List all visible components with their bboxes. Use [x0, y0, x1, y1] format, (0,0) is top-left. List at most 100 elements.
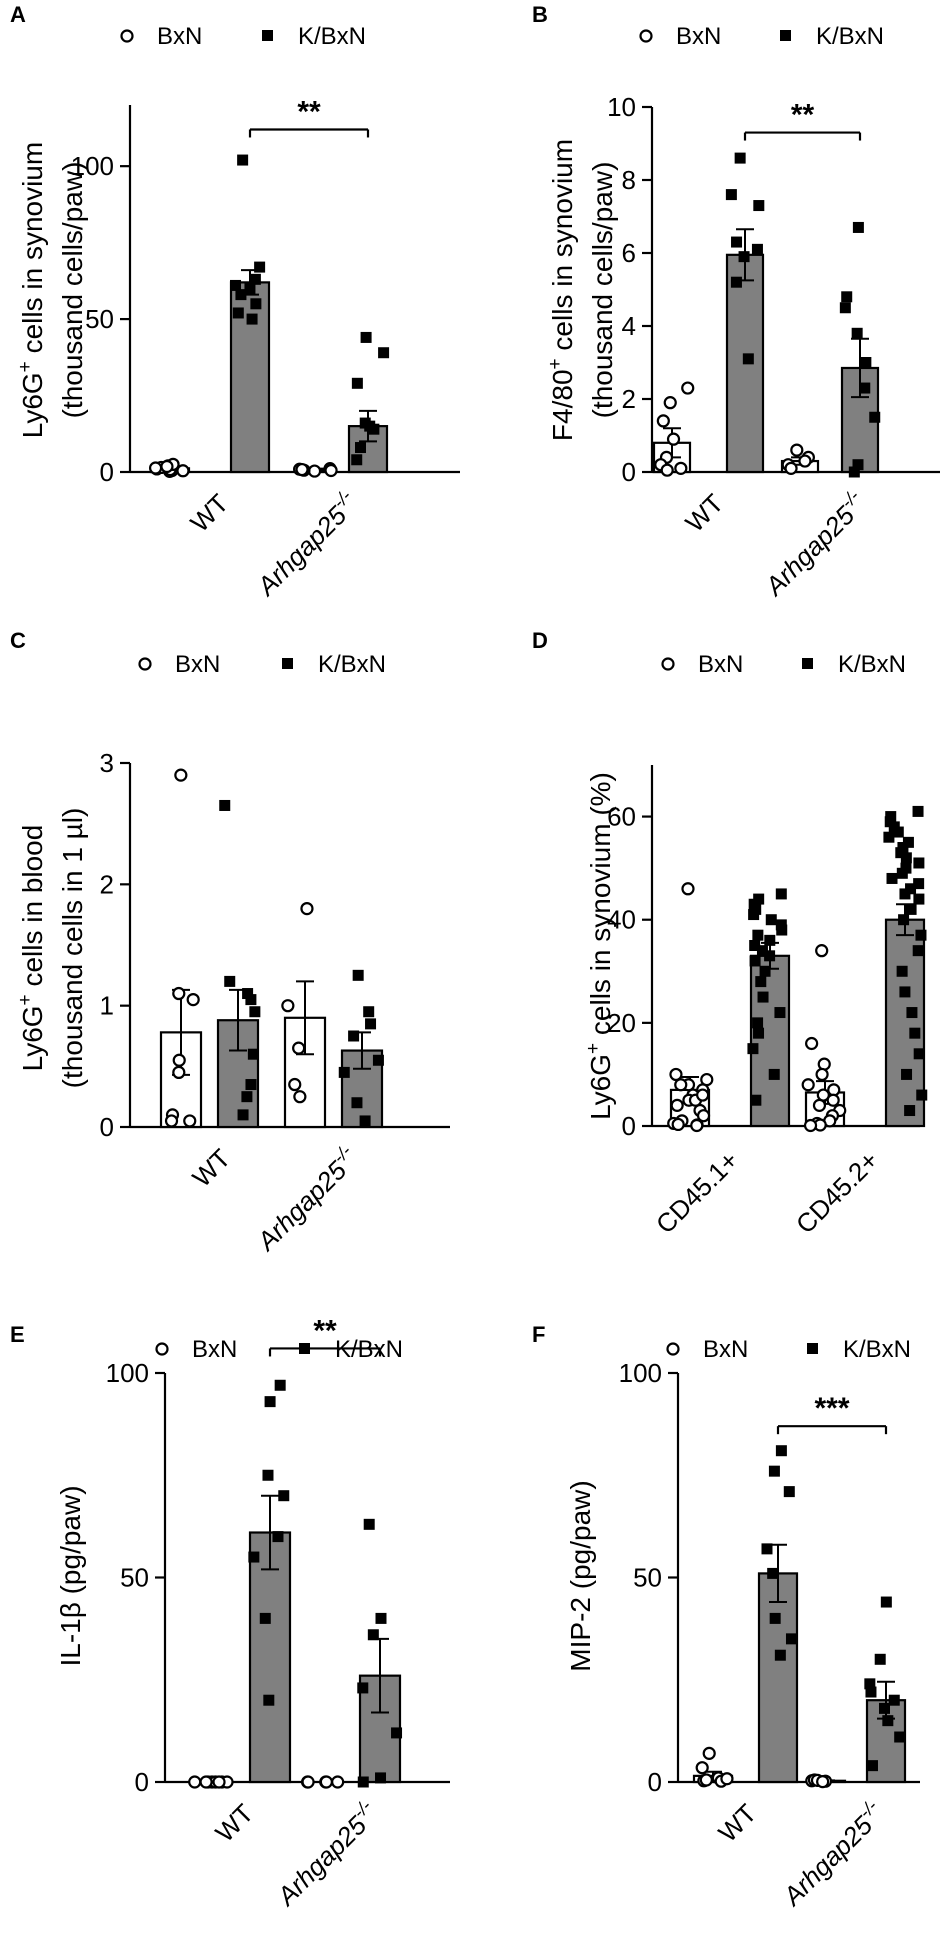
data-point-kbxn: [275, 1380, 286, 1391]
data-point-kbxn: [913, 894, 924, 905]
data-point-kbxn: [750, 1095, 761, 1106]
category-label-main: Arhgap25: [250, 1155, 353, 1258]
data-point-kbxn: [365, 1018, 376, 1029]
data-point-bxn: [173, 1067, 184, 1078]
data-point-kbxn: [841, 291, 852, 302]
y-axis-title-line2: (thousand cells/paw): [57, 162, 88, 419]
data-point-bxn: [150, 463, 161, 474]
panel-letter: B: [532, 2, 548, 27]
y-axis-title-rest: cells in synovium (%): [585, 772, 616, 1043]
data-point-kbxn: [731, 237, 742, 248]
data-point-kbxn: [899, 888, 910, 899]
data-point-kbxn: [339, 1067, 350, 1078]
y-tick-label: 100: [106, 1358, 149, 1388]
y-axis-title-superscript: +: [545, 358, 566, 369]
data-point-kbxn: [237, 155, 248, 166]
data-point-bxn: [673, 1119, 684, 1130]
data-point-kbxn: [748, 909, 759, 920]
legend-label: BxN: [175, 651, 220, 678]
y-axis-title-line2: (thousand cells in 1 µl): [57, 808, 88, 1089]
data-point-kbxn: [906, 1007, 917, 1018]
data-point-kbxn: [760, 966, 771, 977]
data-point-kbxn: [265, 1396, 276, 1407]
data-point-kbxn: [899, 986, 910, 997]
data-point-kbxn: [887, 873, 898, 884]
legend-label: BxN: [698, 651, 743, 678]
y-tick-label: 50: [120, 1563, 149, 1593]
category-label-main: Arhgap25: [250, 500, 353, 603]
data-point-kbxn: [241, 1091, 252, 1102]
data-point-bxn: [828, 1095, 839, 1106]
data-point-kbxn: [753, 1028, 764, 1039]
data-point-kbxn: [786, 1633, 797, 1644]
data-point-kbxn: [853, 222, 864, 233]
data-point-kbxn: [755, 976, 766, 987]
data-point-bxn: [675, 463, 686, 474]
category-label: Arhgap25-/-: [756, 486, 873, 603]
category-label: Arhgap25-/-: [248, 486, 365, 603]
y-axis-title-rest: cells in synovium: [547, 139, 578, 358]
y-axis-title: Ly6G+ cells in blood: [15, 825, 48, 1072]
y-axis-title-main: F4/80: [547, 369, 578, 441]
data-point-bxn: [658, 415, 669, 426]
category-label-main: WT: [184, 488, 234, 538]
data-point-kbxn: [731, 277, 742, 288]
data-point-bxn: [175, 770, 186, 781]
data-point-kbxn: [766, 914, 777, 925]
data-point-kbxn: [901, 1069, 912, 1080]
data-point-kbxn: [897, 868, 908, 879]
data-point-kbxn: [914, 1048, 925, 1059]
y-tick-label: 3: [100, 748, 114, 778]
category-label-main: CD45.2+: [790, 1145, 884, 1239]
data-point-kbxn: [758, 992, 769, 1003]
data-point-kbxn: [750, 955, 761, 966]
y-tick-label: 0: [135, 1767, 149, 1797]
category-label: CD45.2+: [790, 1145, 884, 1239]
data-point-kbxn: [879, 1703, 890, 1714]
significance-label: **: [791, 99, 815, 132]
panel-letter: E: [10, 1322, 25, 1347]
y-axis-title: F4/80+ cells in synovium: [545, 139, 578, 441]
y-axis-title: IL-1β (pg/paw): [55, 1485, 86, 1666]
data-point-bxn: [721, 1773, 732, 1784]
data-point-bxn: [321, 1777, 332, 1788]
data-point-bxn: [173, 988, 184, 999]
category-label: WT: [184, 488, 234, 538]
legend: BxN K/BxN: [641, 23, 885, 50]
data-point-kbxn: [770, 1613, 781, 1624]
data-point-bxn: [672, 1100, 683, 1111]
data-point-kbxn: [764, 935, 775, 946]
data-point-bxn: [332, 1777, 343, 1788]
data-point-bxn: [799, 456, 810, 467]
data-point-kbxn: [904, 1105, 915, 1116]
y-tick-label: 0: [100, 457, 114, 487]
legend-open-circle-marker: [122, 31, 133, 42]
significance-label: **: [313, 1314, 337, 1347]
significance-label: ***: [814, 1392, 849, 1425]
data-point-bxn: [697, 1090, 708, 1101]
legend-open-circle-marker: [668, 1344, 679, 1355]
category-label: Arhgap25-/-: [268, 1796, 385, 1913]
data-point-kbxn: [852, 328, 863, 339]
data-point-kbxn: [901, 852, 912, 863]
data-point-kbxn: [898, 914, 909, 925]
data-point-bxn: [174, 1055, 185, 1066]
category-label-main: WT: [186, 1143, 236, 1193]
data-point-kbxn: [889, 1695, 900, 1706]
y-tick-label: 2: [622, 384, 636, 414]
data-point-bxn: [668, 434, 679, 445]
data-point-kbxn: [272, 1531, 283, 1542]
data-point-kbxn: [260, 1613, 271, 1624]
y-tick-label: 0: [648, 1767, 662, 1797]
y-tick-label: 0: [622, 457, 636, 487]
data-point-kbxn: [915, 930, 926, 941]
data-point-bxn: [189, 1777, 200, 1788]
y-tick-label: 8: [622, 165, 636, 195]
data-point-kbxn: [764, 950, 775, 961]
legend-label: K/BxN: [816, 23, 884, 50]
data-point-kbxn: [278, 1490, 289, 1501]
data-point-kbxn: [894, 1732, 905, 1743]
panel-letter: D: [532, 628, 548, 653]
data-point-kbxn: [219, 800, 230, 811]
data-point-bxn: [161, 461, 172, 472]
